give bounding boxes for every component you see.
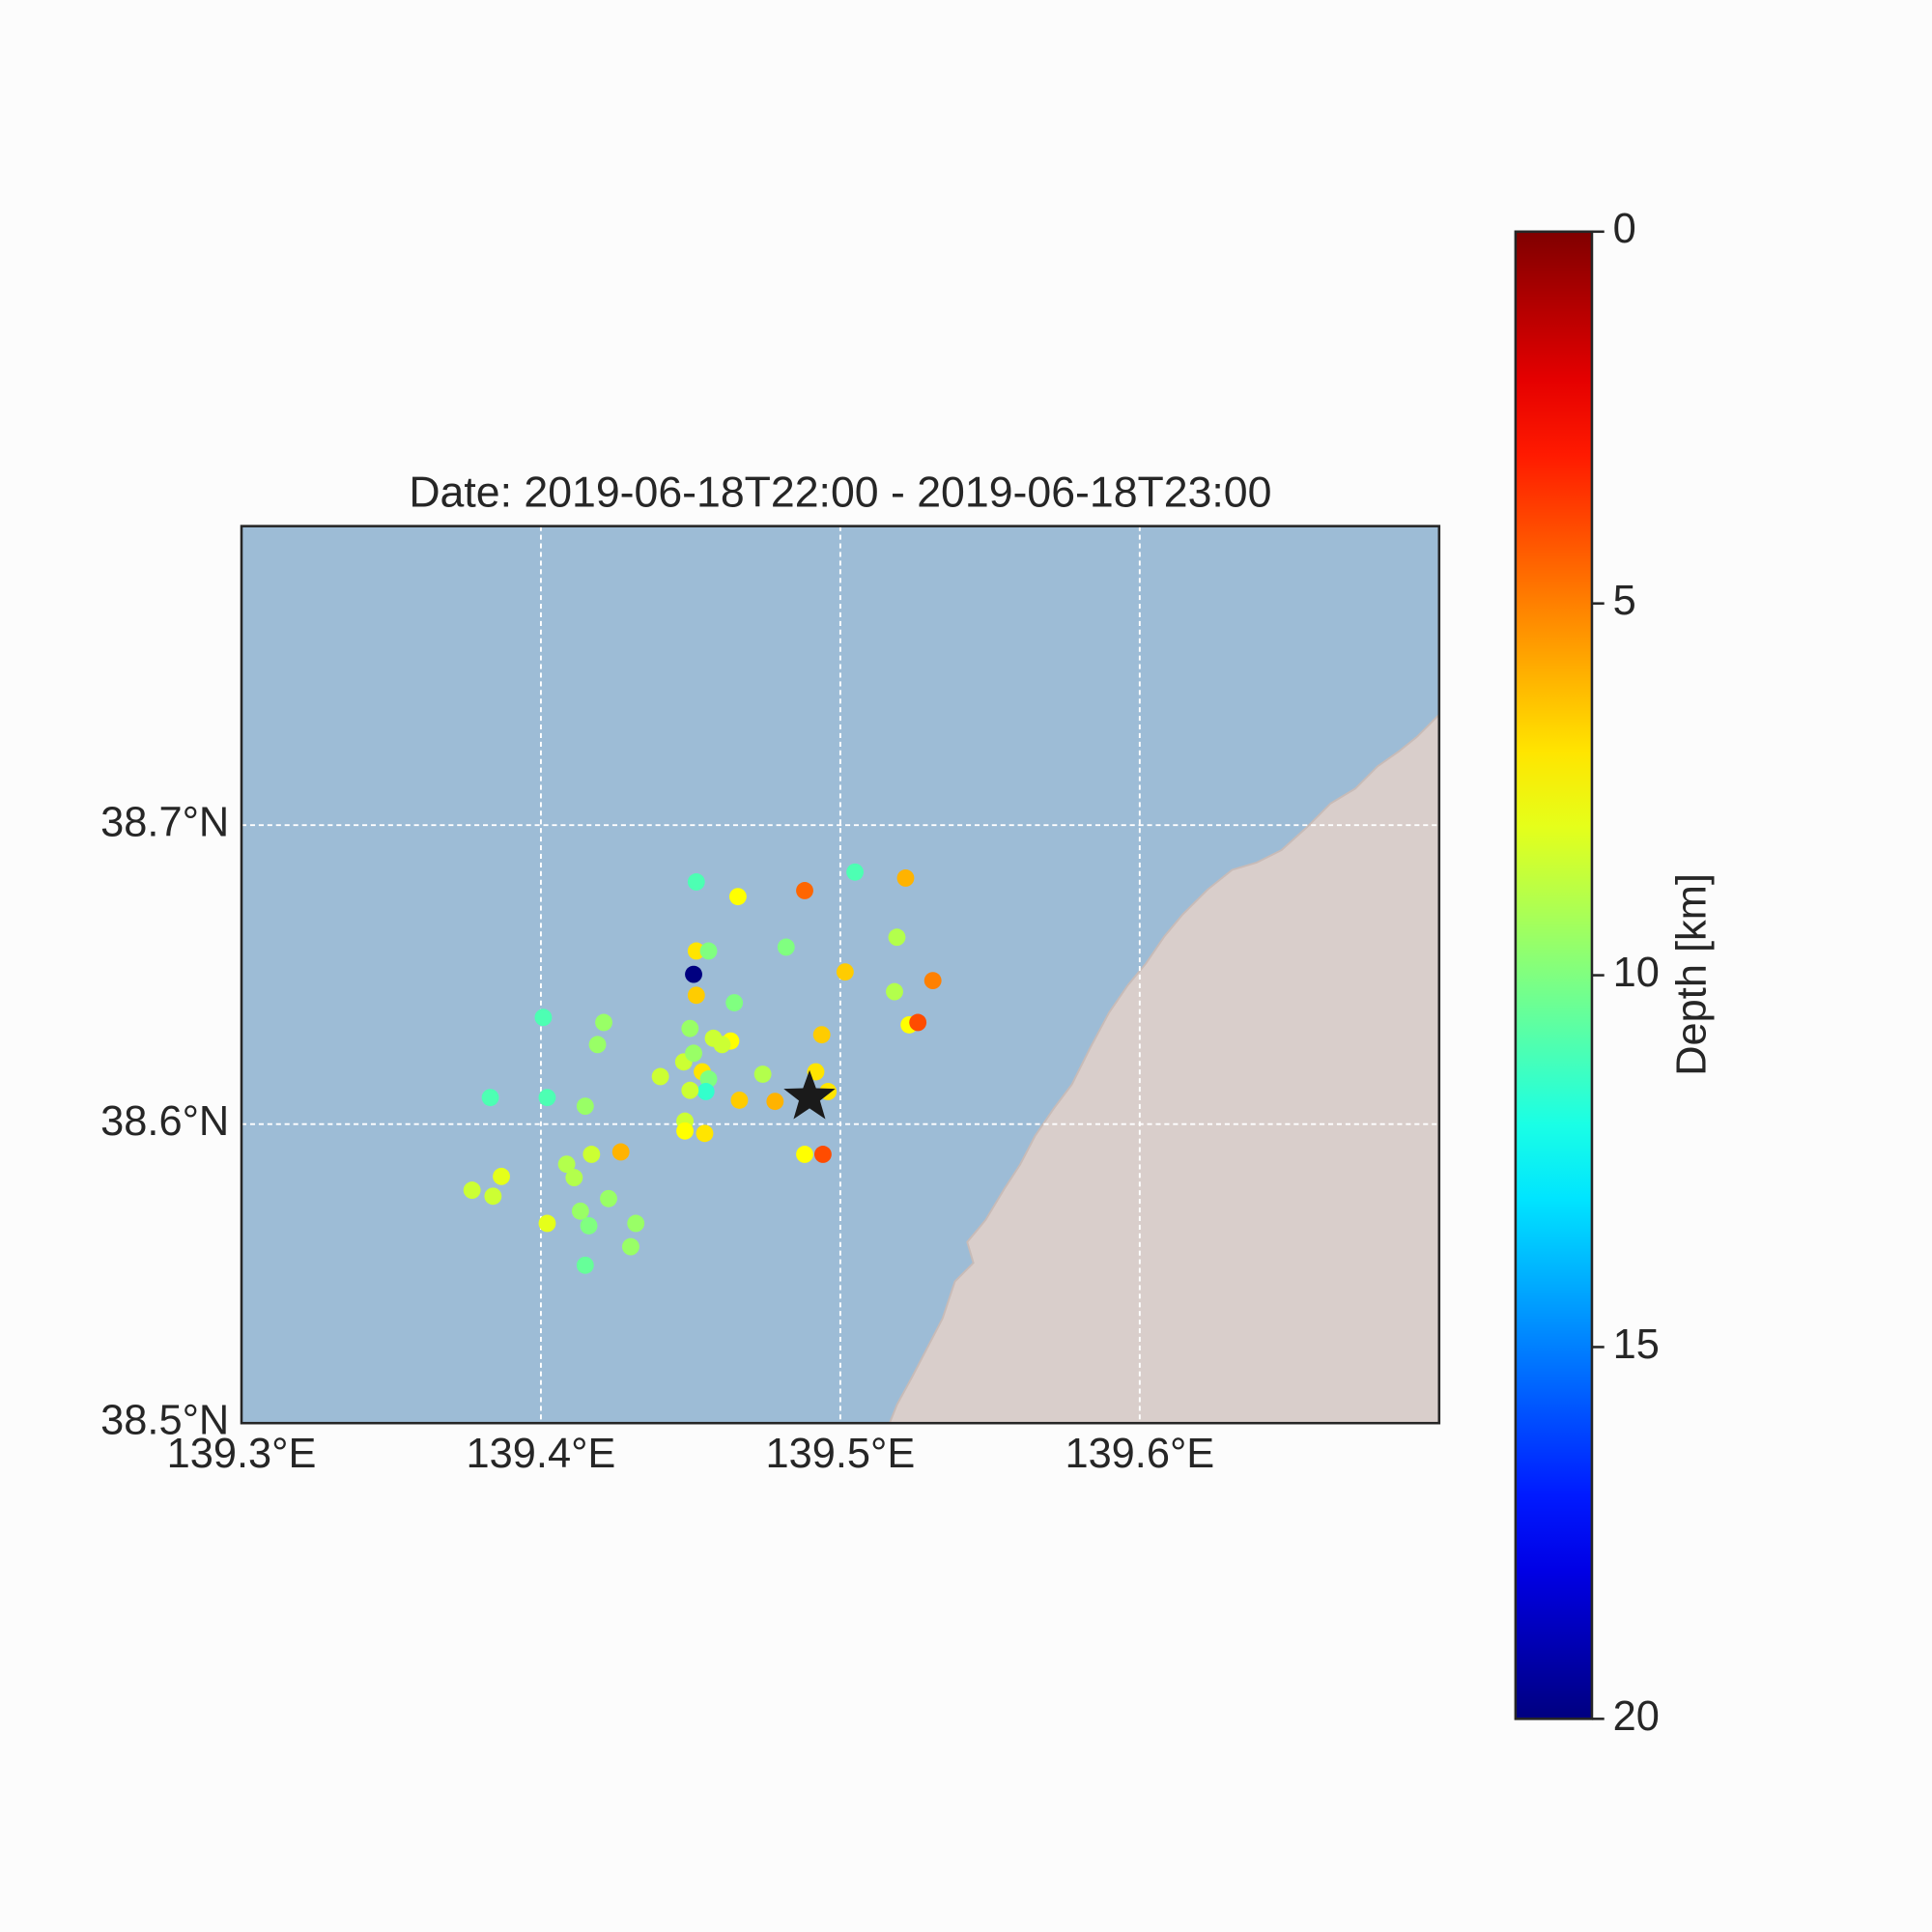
earthquake — [766, 1093, 784, 1111]
earthquake — [681, 1081, 699, 1099]
earthquake — [923, 972, 942, 990]
x-tick-label: 139.5°E — [766, 1431, 916, 1477]
earthquake — [557, 1155, 576, 1174]
earthquake — [696, 1083, 715, 1100]
earthquake — [576, 1097, 594, 1116]
colorbar — [1514, 230, 1594, 1720]
colorbar-tick-label: 0 — [1613, 206, 1636, 252]
earthquake — [481, 1089, 499, 1107]
earthquake — [493, 1167, 510, 1185]
earthquake — [687, 942, 705, 960]
earthquake — [685, 965, 702, 983]
y-tick-label: 38.7°N — [100, 800, 229, 846]
earthquake — [796, 882, 813, 899]
y-tick-label: 38.6°N — [100, 1098, 229, 1145]
x-tick-label: 139.6°E — [1065, 1431, 1214, 1477]
earthquake — [886, 982, 903, 1001]
earthquake — [836, 963, 854, 981]
earthquake — [896, 869, 915, 887]
earthquake — [538, 1089, 556, 1107]
earthquake — [687, 986, 705, 1005]
earthquake — [538, 1214, 556, 1233]
earthquake — [888, 928, 906, 947]
earthquake — [846, 863, 865, 881]
earthquake — [753, 1065, 772, 1083]
earthquake — [565, 1169, 583, 1187]
earthquake — [713, 1036, 731, 1054]
earthquake — [622, 1237, 639, 1256]
earthquake — [909, 1013, 927, 1032]
earthquake — [651, 1067, 669, 1086]
mainshock — [783, 1069, 836, 1120]
earthquake — [627, 1214, 645, 1233]
y-tick-label: 38.5°N — [100, 1398, 229, 1444]
colorbar-tick-label: 15 — [1613, 1321, 1660, 1368]
earthquake — [696, 1124, 714, 1143]
earthquake — [676, 1122, 694, 1140]
colorbar-tick-label: 10 — [1613, 950, 1660, 996]
earthquake — [484, 1187, 502, 1206]
earthquake — [796, 1146, 813, 1163]
earthquake — [699, 942, 718, 960]
earthquake — [685, 1044, 702, 1063]
earthquake — [687, 873, 705, 891]
land — [888, 713, 1439, 1424]
earthquake — [728, 888, 747, 906]
earthquake — [600, 1189, 617, 1208]
x-tick-label: 139.4°E — [467, 1431, 616, 1477]
earthquake — [812, 1026, 831, 1044]
earthquake — [813, 1146, 832, 1163]
plot-frame — [240, 525, 1441, 1425]
earthquake — [611, 1143, 630, 1161]
earthquake — [463, 1181, 481, 1200]
chart-title: Date: 2019-06-18T22:00 - 2019-06-18T23:0… — [409, 469, 1271, 517]
earthquake — [777, 938, 795, 956]
colorbar-label: Depth [km] — [1668, 873, 1715, 1076]
earthquake — [595, 1013, 612, 1032]
colorbar-tick-label: 20 — [1613, 1693, 1660, 1740]
earthquake — [582, 1146, 601, 1163]
earthquake — [580, 1217, 598, 1235]
earthquake — [571, 1202, 589, 1220]
earthquake — [725, 994, 744, 1011]
earthquake — [730, 1092, 749, 1109]
x-tick-label: 139.3°E — [167, 1431, 317, 1477]
earthquake — [681, 1019, 699, 1037]
colorbar-tick-label: 5 — [1613, 578, 1636, 624]
earthquake — [534, 1009, 553, 1027]
earthquake — [576, 1256, 594, 1274]
earthquake — [588, 1036, 607, 1054]
